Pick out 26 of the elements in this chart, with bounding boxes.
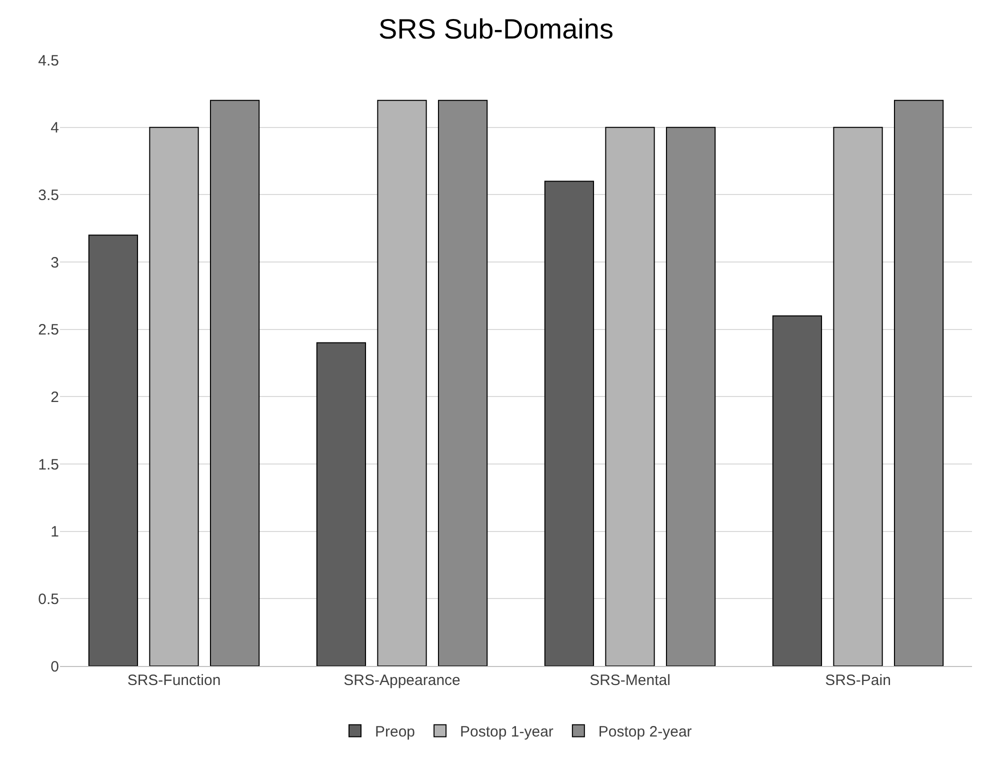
y-tick-label: 0	[50, 658, 59, 676]
bar	[772, 315, 822, 666]
x-tick-label: SRS-Mental	[590, 672, 670, 689]
y-tick-label: 1	[50, 524, 59, 541]
chart-title: SRS Sub-Domains	[378, 14, 614, 45]
y-tick-label: 4.5	[38, 52, 59, 70]
y-tick-label: 2	[50, 388, 59, 406]
x-tick-label: SRS-Function	[127, 672, 221, 689]
y-tick-label: 0.5	[38, 590, 59, 608]
bar	[438, 100, 488, 666]
bar	[544, 180, 594, 666]
bar	[316, 342, 366, 666]
y-tick-label: 1.5	[38, 456, 59, 474]
y-tick-label: 4	[50, 120, 59, 137]
bar	[210, 100, 260, 666]
x-tick-label: SRS-Appearance	[344, 672, 460, 689]
y-tick-label: 2.5	[38, 322, 59, 339]
legend-label: Postop 1-year	[460, 724, 554, 741]
legend-label: Preop	[375, 724, 416, 741]
y-tick-label: 3.5	[38, 186, 59, 204]
bar	[666, 126, 716, 666]
bar	[88, 234, 138, 666]
y-tick-label: 3	[50, 254, 59, 272]
bar	[894, 100, 944, 666]
x-tick-label: SRS-Pain	[825, 672, 891, 689]
legend-label: Postop 2-year	[598, 724, 692, 741]
